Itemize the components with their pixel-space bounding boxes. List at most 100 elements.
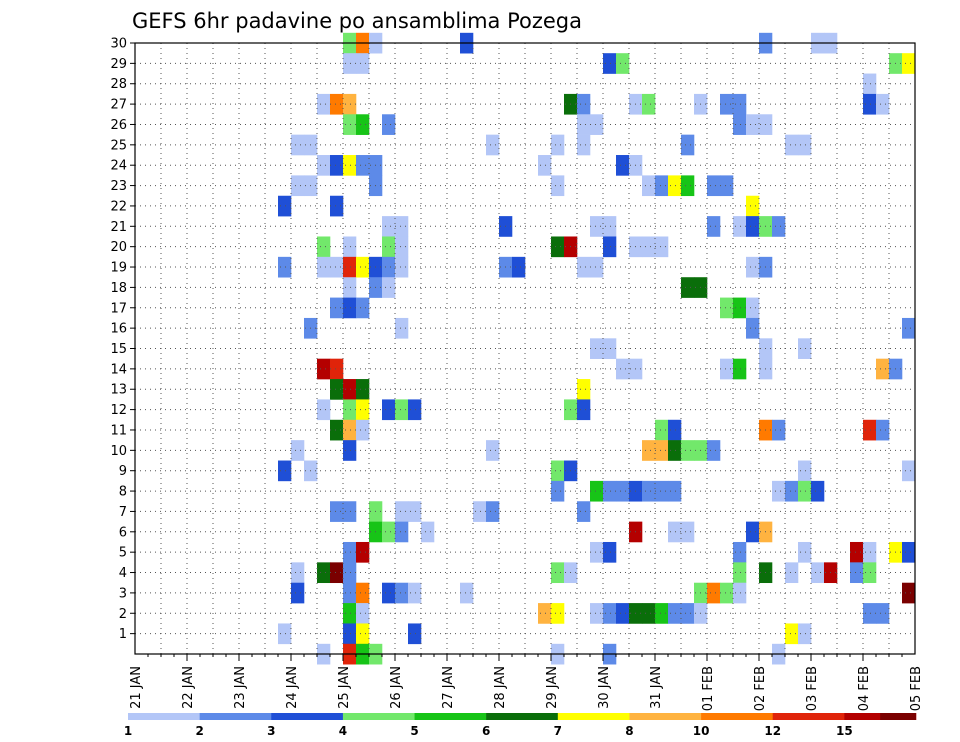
precip-cell	[395, 236, 409, 258]
precip-cell	[356, 297, 370, 319]
y-tick-label: 1	[119, 627, 127, 642]
precip-cell	[577, 501, 591, 522]
precip-cell	[655, 480, 669, 502]
precip-cell	[551, 134, 565, 156]
colorbar-label: 1	[124, 724, 132, 738]
precip-cell	[707, 582, 721, 604]
precip-cell	[395, 501, 409, 522]
precip-cell	[330, 358, 344, 380]
y-tick-label: 22	[110, 199, 127, 214]
precip-cell	[798, 460, 812, 482]
x-tick-label: 21 JAN	[129, 666, 144, 709]
precip-cell	[486, 501, 500, 522]
precip-cell	[720, 93, 734, 115]
precip-cell	[733, 541, 747, 563]
precip-cell	[512, 256, 526, 278]
precip-cell	[317, 562, 331, 584]
colorbar-label: 2	[195, 724, 203, 738]
precip-cell	[746, 256, 760, 278]
y-tick-label: 16	[110, 322, 127, 337]
precip-cell	[603, 338, 617, 359]
precip-cell	[343, 440, 357, 461]
precip-cell	[681, 603, 695, 624]
precip-cell	[356, 603, 370, 624]
precip-cell	[681, 175, 695, 197]
precip-cell	[616, 358, 630, 380]
precip-cell	[408, 582, 422, 604]
y-tick-label: 14	[110, 362, 127, 377]
precip-cell	[902, 582, 916, 604]
colorbar-swatch	[486, 713, 559, 720]
precip-cell	[421, 521, 435, 543]
precip-cell	[681, 277, 695, 298]
colorbar-label: 4	[339, 724, 347, 738]
precip-cell	[798, 541, 812, 563]
x-tick-label: 22 JAN	[181, 666, 196, 709]
precip-cell	[551, 175, 565, 197]
precip-cell	[668, 440, 682, 461]
precip-cell	[902, 460, 916, 482]
precip-cell	[577, 379, 591, 400]
precip-cell	[616, 480, 630, 502]
precip-cell	[642, 603, 656, 624]
precip-cell	[577, 399, 591, 421]
precip-cell	[733, 216, 747, 237]
precip-cell	[590, 541, 604, 563]
precip-cell	[343, 256, 357, 278]
precip-cell	[733, 582, 747, 604]
precip-cell	[343, 419, 357, 441]
colorbar-label: 8	[625, 724, 633, 738]
precip-cell	[382, 521, 396, 543]
precip-cell	[733, 297, 747, 319]
precip-cell	[590, 603, 604, 624]
y-tick-label: 21	[110, 220, 127, 235]
precip-cell	[356, 541, 370, 563]
precip-cell	[395, 399, 409, 421]
colorbar-swatch	[271, 713, 344, 720]
precip-cell	[330, 501, 344, 522]
colorbar-label: 5	[410, 724, 418, 738]
precip-cell	[382, 216, 396, 237]
precip-cell	[902, 53, 916, 74]
precip-cell	[655, 175, 669, 197]
precip-cell	[785, 480, 799, 502]
precip-cell	[733, 358, 747, 380]
precip-cell	[668, 175, 682, 197]
chart-title: GEFS 6hr padavine po ansamblima Pozega	[132, 9, 582, 33]
colorbar-label: 3	[267, 724, 275, 738]
precip-cell	[863, 419, 877, 441]
y-tick-label: 28	[110, 77, 127, 92]
colorbar-swatch	[199, 713, 272, 720]
precip-cell	[746, 114, 760, 135]
precip-cell	[668, 419, 682, 441]
precip-cell	[720, 175, 734, 197]
precip-cell	[746, 297, 760, 319]
precip-cell	[902, 541, 916, 563]
x-tick-label: 02 FEB	[753, 666, 768, 711]
precip-cell	[460, 582, 474, 604]
colorbar-swatch	[880, 713, 916, 720]
precip-cell	[785, 623, 799, 645]
precip-cell	[538, 603, 552, 624]
precip-cell	[330, 297, 344, 319]
precip-cell	[382, 277, 396, 298]
precip-cell	[590, 256, 604, 278]
precip-cell	[603, 541, 617, 563]
precip-cell	[330, 419, 344, 441]
precip-cell	[395, 317, 409, 339]
precip-cell	[343, 297, 357, 319]
precip-cell	[382, 582, 396, 604]
precip-cell	[343, 93, 357, 115]
precip-cell	[343, 603, 357, 624]
precip-cell	[746, 521, 760, 543]
precip-cell	[317, 358, 331, 380]
precip-cell	[876, 93, 890, 115]
precip-cell	[395, 216, 409, 237]
precip-cell	[668, 480, 682, 502]
precip-cell	[356, 582, 370, 604]
y-tick-label: 27	[110, 98, 127, 113]
precip-cell	[707, 216, 721, 237]
precip-cell	[590, 216, 604, 237]
heatmap-cells	[278, 32, 916, 665]
y-tick-label: 17	[110, 301, 127, 316]
